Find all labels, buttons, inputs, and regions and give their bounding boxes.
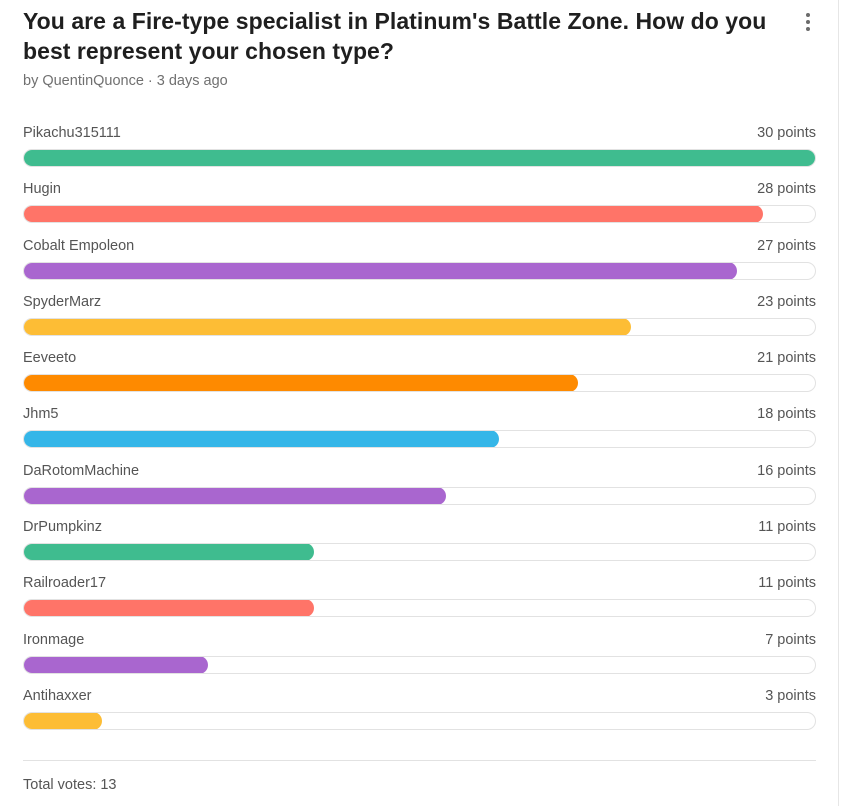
- poll-option-label: Ironmage: [23, 631, 85, 648]
- poll-option-points: 3 points: [765, 687, 816, 704]
- poll-option-bar-track: [23, 261, 816, 280]
- poll-option-header: DaRotomMachine 16 points: [23, 461, 816, 481]
- poll-title: You are a Fire-type specialist in Platin…: [23, 8, 767, 64]
- poll-option-bar-fill: [24, 206, 763, 223]
- poll-option[interactable]: Hugin 28 points: [23, 179, 816, 235]
- poll-option-points: 23 points: [757, 293, 816, 310]
- poll-option[interactable]: Railroader17 11 points: [23, 573, 816, 629]
- poll-option-bar-track: [23, 655, 816, 674]
- poll-option-bar-track: [23, 486, 816, 505]
- poll-option-label: DrPumpkinz: [23, 519, 102, 536]
- poll-option-header: Cobalt Empoleon 27 points: [23, 236, 816, 256]
- poll-option-header: Antihaxxer 3 points: [23, 686, 816, 706]
- poll-option-bar-fill: [24, 656, 208, 673]
- poll-option-header: Hugin 28 points: [23, 179, 816, 199]
- meta-separator: ·: [147, 73, 153, 89]
- poll-option-bar-fill: [24, 150, 815, 166]
- poll-option-points: 11 points: [758, 519, 816, 536]
- poll-option[interactable]: DrPumpkinz 11 points: [23, 517, 816, 573]
- poll-option-bar-track: [23, 374, 816, 393]
- poll-option-label: Pikachu315111: [23, 125, 121, 141]
- poll-option-bar-fill: [24, 431, 499, 448]
- poll-option-bar-fill: [24, 487, 446, 504]
- poll-option-header: Pikachu315111 30 points: [23, 123, 816, 143]
- total-votes: Total votes: 13: [23, 777, 117, 793]
- poll-option-points: 16 points: [757, 462, 816, 479]
- poll-option-header: Ironmage 7 points: [23, 630, 816, 650]
- poll-option-label: Antihaxxer: [23, 687, 92, 704]
- poll-option-points: 11 points: [758, 575, 816, 592]
- divider: [23, 760, 816, 761]
- poll-option-header: Railroader17 11 points: [23, 573, 816, 593]
- poll-option-bar-fill: [24, 544, 314, 561]
- poll-option-points: 28 points: [757, 181, 816, 198]
- poll-option-bar-track: [23, 149, 816, 167]
- poll-option-bar-fill: [24, 318, 631, 335]
- poll-option-bar-track: [23, 205, 816, 224]
- poll-option-bar-track: [23, 317, 816, 336]
- poll-option-points: 27 points: [757, 237, 816, 254]
- poll-option-header: SpyderMarz 23 points: [23, 292, 816, 312]
- poll-header: You are a Fire-type specialist in Platin…: [23, 6, 793, 89]
- poll-meta: by QuentinQuonce · 3 days ago: [23, 73, 793, 89]
- more-options-icon[interactable]: [798, 12, 818, 32]
- poll-option-label: Railroader17: [23, 575, 107, 592]
- poll-option[interactable]: Antihaxxer 3 points: [23, 686, 816, 742]
- poll-timestamp: 3 days ago: [156, 73, 228, 89]
- poll-options-list: Pikachu315111 30 points Hugin 28 points Coba…: [23, 123, 816, 742]
- poll-option[interactable]: DaRotomMachine 16 points: [23, 461, 816, 517]
- poll-option-bar-track: [23, 430, 816, 449]
- poll-option-header: Eeveeto 21 points: [23, 348, 816, 368]
- poll-option-bar-fill: [24, 262, 737, 279]
- poll-option-label: Cobalt Empoleon: [23, 237, 135, 254]
- poll-option-label: Jhm5: [23, 406, 59, 423]
- poll-option-points: 7 points: [765, 631, 816, 648]
- poll-option-label: SpyderMarz: [23, 293, 102, 310]
- poll-option[interactable]: Jhm5 18 points: [23, 404, 816, 460]
- poll-option[interactable]: Ironmage 7 points: [23, 630, 816, 686]
- poll-option-points: 21 points: [757, 350, 816, 367]
- poll-option-points: 30 points: [757, 125, 816, 141]
- poll-option-bar-fill: [24, 375, 578, 392]
- poll-option-bar-track: [23, 543, 816, 562]
- poll-option[interactable]: Pikachu315111 30 points: [23, 123, 816, 179]
- poll-option-bar-track: [23, 599, 816, 618]
- poll-author[interactable]: by QuentinQuonce: [23, 73, 144, 89]
- poll-option-bar-fill: [24, 712, 102, 729]
- poll-option-bar-track: [23, 711, 816, 730]
- poll-option-points: 18 points: [757, 406, 816, 423]
- poll-option-header: DrPumpkinz 11 points: [23, 517, 816, 537]
- poll-option-label: Hugin: [23, 181, 61, 198]
- poll-option-header: Jhm5 18 points: [23, 404, 816, 424]
- poll-option-label: DaRotomMachine: [23, 462, 140, 479]
- poll-option-label: Eeveeto: [23, 350, 77, 367]
- poll-option[interactable]: Cobalt Empoleon 27 points: [23, 236, 816, 292]
- poll-option[interactable]: SpyderMarz 23 points: [23, 292, 816, 348]
- poll-option[interactable]: Eeveeto 21 points: [23, 348, 816, 404]
- poll-option-bar-fill: [24, 600, 314, 617]
